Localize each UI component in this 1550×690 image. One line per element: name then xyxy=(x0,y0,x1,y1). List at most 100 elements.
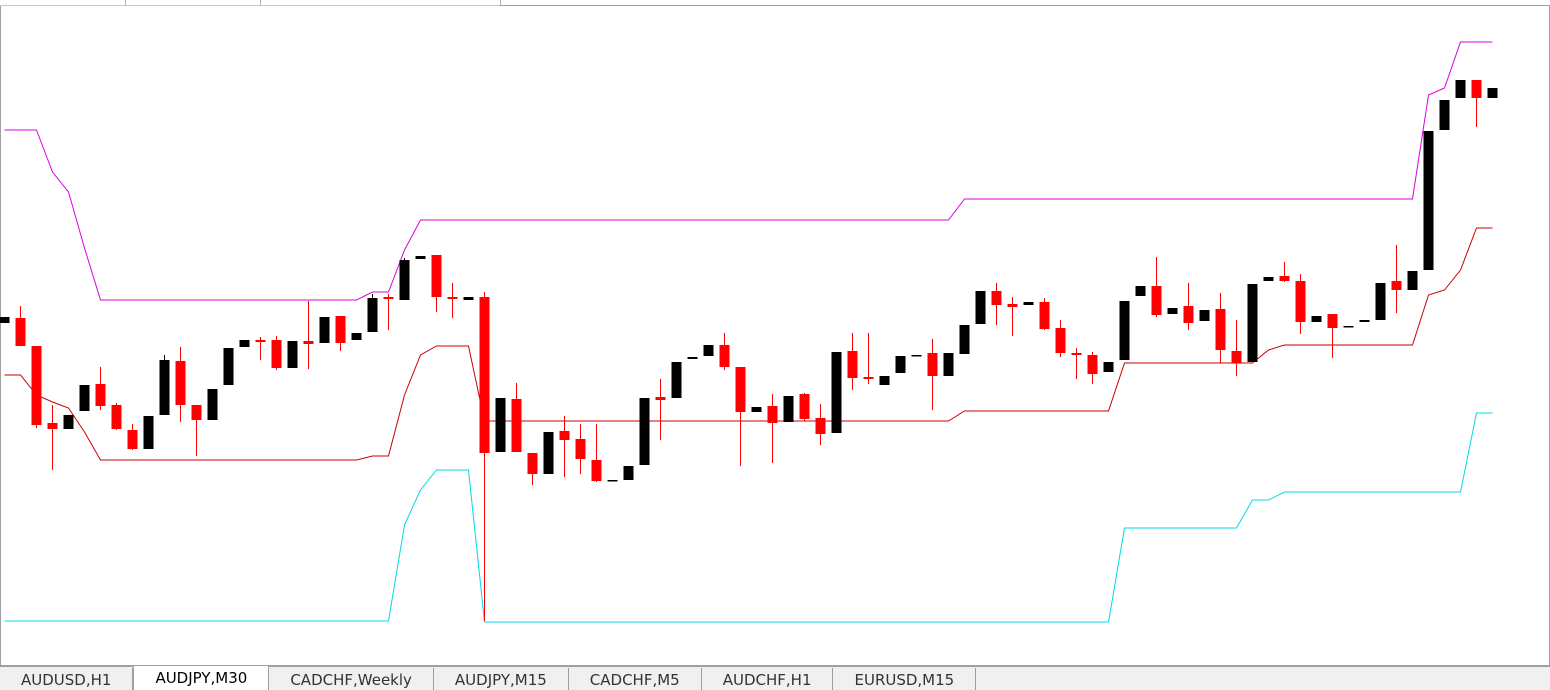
candle-body xyxy=(1343,326,1354,328)
candle-body xyxy=(735,367,746,412)
price-chart xyxy=(0,0,1550,666)
candle-body xyxy=(79,385,90,411)
candle-body xyxy=(47,423,58,429)
candle-body xyxy=(575,439,586,459)
chart-tab[interactable]: EURUSD,M15 xyxy=(833,668,977,690)
candle-body xyxy=(63,415,74,429)
candle-body xyxy=(591,460,602,481)
candle-body xyxy=(895,356,906,373)
candle-body xyxy=(367,298,378,332)
candle-body xyxy=(975,291,986,324)
candle-body xyxy=(1375,283,1386,320)
candle-body xyxy=(511,399,522,452)
candle-body xyxy=(543,432,554,474)
candle-body xyxy=(1359,320,1370,322)
candle-body xyxy=(447,297,458,299)
candle-body xyxy=(335,316,346,343)
indicator-line xyxy=(4,41,1493,301)
candle-body xyxy=(927,353,938,376)
candle-body xyxy=(1279,276,1290,281)
candle-body xyxy=(1167,308,1178,314)
candle-body xyxy=(399,260,410,300)
candle-body xyxy=(959,325,970,354)
candle-body xyxy=(815,418,826,434)
candle-body xyxy=(287,341,298,368)
candle-body xyxy=(175,361,186,405)
candle-body xyxy=(1439,100,1450,130)
candle-body xyxy=(1263,277,1274,281)
candle-body xyxy=(607,480,618,482)
candle-body xyxy=(863,377,874,379)
candle-body xyxy=(255,340,266,342)
candle-body xyxy=(1071,353,1082,355)
candle-body xyxy=(1039,302,1050,329)
candle-body xyxy=(1151,286,1162,315)
candle-body xyxy=(1055,328,1066,353)
candle-body xyxy=(687,357,698,359)
chart-frame xyxy=(0,5,1550,666)
candle-body xyxy=(719,345,730,367)
candle-body xyxy=(1311,316,1322,322)
candle-body xyxy=(655,397,666,400)
chart-tabs: AUDUSD,H1 AUDJPY,M30 CADCHF,Weekly AUDJPY,M… xyxy=(0,665,1550,690)
candle-body xyxy=(1007,304,1018,307)
candle-body xyxy=(31,346,42,425)
candle-body xyxy=(159,360,170,415)
candle-body xyxy=(911,355,922,357)
candle-body xyxy=(495,398,506,452)
candle-body xyxy=(479,297,490,453)
candle-body xyxy=(1247,284,1258,362)
candle-body xyxy=(351,333,362,340)
candle-body xyxy=(831,352,842,433)
indicator-line xyxy=(4,227,1493,461)
candle-body xyxy=(559,431,570,440)
candle-body xyxy=(111,405,122,429)
candle-body xyxy=(431,255,442,297)
candle-body xyxy=(1183,306,1194,323)
candle-body xyxy=(1023,302,1034,305)
candle-body xyxy=(303,341,314,344)
candle-body xyxy=(1103,362,1114,372)
candle-body xyxy=(143,416,154,449)
candle-body xyxy=(239,340,250,347)
candle-body xyxy=(943,353,954,376)
candle-body xyxy=(1423,131,1434,270)
candle-body xyxy=(639,398,650,465)
chart-tab[interactable]: AUDCHF,H1 xyxy=(702,668,834,690)
candle-body xyxy=(1471,80,1482,98)
candle-body xyxy=(383,297,394,299)
candle-body xyxy=(671,362,682,398)
candle-body xyxy=(623,466,634,480)
candle-body xyxy=(1391,281,1402,290)
candle-body xyxy=(1135,286,1146,296)
candle-body xyxy=(783,396,794,422)
candle-body xyxy=(703,345,714,356)
candle-body xyxy=(207,389,218,420)
candle-body xyxy=(1087,355,1098,374)
indicator-line xyxy=(4,412,1493,623)
candle-body xyxy=(191,405,202,420)
chart-tab[interactable]: AUDJPY,M30 xyxy=(133,665,270,690)
chart-tab[interactable]: AUDUSD,H1 xyxy=(0,668,134,690)
chart-tab[interactable]: CADCHF,M5 xyxy=(569,668,702,690)
candle-body xyxy=(847,351,858,378)
candle-body xyxy=(463,297,474,300)
candle-body xyxy=(1407,271,1418,290)
candle-body xyxy=(879,376,890,385)
candle-body xyxy=(1295,281,1306,322)
candle-body xyxy=(751,407,762,412)
chart-tab[interactable]: CADCHF,Weekly xyxy=(269,668,434,690)
candle-body xyxy=(1455,80,1466,98)
candle-body xyxy=(1327,314,1338,328)
candle-body xyxy=(527,453,538,474)
candle-body xyxy=(1231,351,1242,363)
candle-body xyxy=(1215,309,1226,350)
candle-body xyxy=(991,291,1002,305)
candle-body xyxy=(223,348,234,385)
candle-body xyxy=(767,406,778,423)
candle-body xyxy=(15,318,26,346)
candle-body xyxy=(127,430,138,449)
candle-body xyxy=(0,317,10,323)
chart-tab[interactable]: AUDJPY,M15 xyxy=(434,668,569,690)
